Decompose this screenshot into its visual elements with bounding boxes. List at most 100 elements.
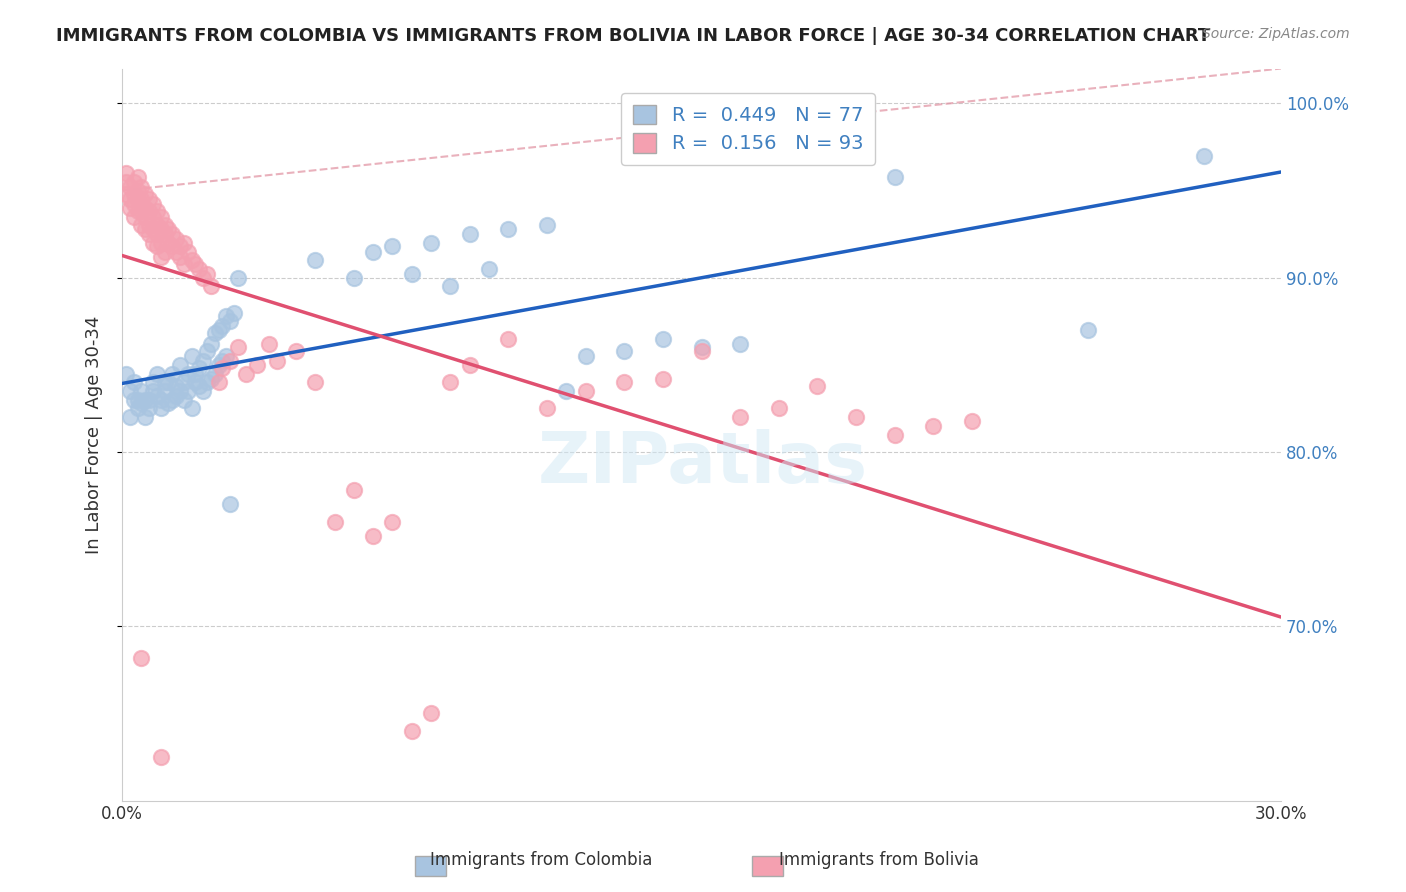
Point [115, 187, 138, 202]
Point [361, 529, 384, 543]
Point [806, 378, 828, 392]
Point [142, 376, 165, 390]
Point [193, 354, 215, 368]
Point [195, 343, 218, 358]
Point [211, 354, 233, 368]
Point [142, 235, 165, 250]
Point [118, 180, 141, 194]
Point [149, 750, 172, 764]
Point [138, 219, 160, 233]
Point [728, 410, 751, 425]
Point [131, 219, 153, 233]
Point [651, 332, 673, 346]
Point [215, 309, 238, 323]
Point [173, 392, 195, 407]
Point [883, 169, 905, 184]
Point [439, 279, 461, 293]
Text: IMMIGRANTS FROM COLOMBIA VS IMMIGRANTS FROM BOLIVIA IN LABOR FORCE | AGE 30-34 C: IMMIGRANTS FROM COLOMBIA VS IMMIGRANTS F… [56, 27, 1211, 45]
Point [134, 222, 156, 236]
Point [138, 392, 160, 407]
Point [115, 175, 138, 189]
Point [131, 192, 153, 206]
Point [184, 376, 207, 390]
Point [173, 235, 195, 250]
Point [138, 401, 160, 416]
Point [131, 384, 153, 398]
Point [193, 384, 215, 398]
Point [575, 349, 598, 363]
Point [219, 354, 242, 368]
Point [173, 376, 195, 390]
Point [127, 192, 149, 206]
Point [180, 349, 202, 363]
Point [188, 361, 211, 376]
Point [284, 343, 307, 358]
Point [122, 392, 145, 407]
Point [149, 222, 172, 236]
Point [188, 262, 211, 277]
Point [118, 410, 141, 425]
Point [180, 401, 202, 416]
Point [138, 227, 160, 241]
Point [845, 410, 868, 425]
Point [153, 227, 176, 241]
Point [235, 367, 257, 381]
Point [127, 204, 149, 219]
Point [118, 384, 141, 398]
Point [146, 367, 169, 381]
Point [169, 239, 191, 253]
Text: ZIPatlas: ZIPatlas [538, 429, 868, 499]
Point [184, 257, 207, 271]
Point [149, 392, 172, 407]
Point [157, 376, 180, 390]
Point [169, 358, 191, 372]
Point [304, 376, 326, 390]
Point [122, 210, 145, 224]
Point [200, 279, 222, 293]
Point [651, 372, 673, 386]
Point [127, 169, 149, 184]
Point [207, 323, 229, 337]
Point [458, 227, 481, 241]
Point [420, 235, 443, 250]
Point [127, 184, 149, 198]
Point [115, 166, 138, 180]
Point [169, 250, 191, 264]
Text: Immigrants from Colombia: Immigrants from Colombia [430, 851, 652, 869]
Point [458, 358, 481, 372]
Point [153, 376, 176, 390]
Point [173, 257, 195, 271]
Point [257, 337, 280, 351]
Point [146, 219, 169, 233]
Point [575, 384, 598, 398]
Point [215, 349, 238, 363]
Point [184, 367, 207, 381]
Point [690, 340, 713, 354]
Point [343, 483, 366, 498]
Point [142, 210, 165, 224]
Point [177, 367, 200, 381]
Point [1192, 149, 1215, 163]
Point [138, 204, 160, 219]
Point [211, 319, 233, 334]
Point [478, 262, 501, 277]
Point [219, 314, 242, 328]
Point [204, 367, 226, 381]
Point [207, 358, 229, 372]
Point [439, 376, 461, 390]
Point [122, 376, 145, 390]
Point [118, 192, 141, 206]
Point [157, 396, 180, 410]
Point [323, 515, 346, 529]
Point [401, 723, 423, 738]
Point [153, 384, 176, 398]
Point [142, 197, 165, 211]
Point [768, 401, 790, 416]
Point [146, 204, 169, 219]
Point [188, 378, 211, 392]
Point [613, 376, 636, 390]
Point [555, 384, 578, 398]
Point [162, 392, 184, 407]
Point [728, 337, 751, 351]
Point [381, 239, 404, 253]
